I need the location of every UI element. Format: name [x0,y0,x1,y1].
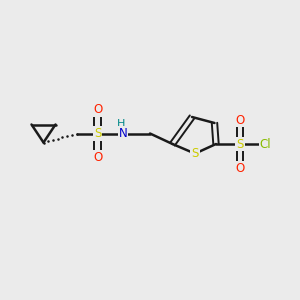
Text: S: S [191,147,199,160]
Text: S: S [236,137,244,151]
Text: N: N [118,127,127,140]
Text: Cl: Cl [260,137,271,151]
Text: S: S [94,127,101,140]
Text: O: O [236,113,244,127]
Text: O: O [93,151,102,164]
Text: H: H [117,119,126,129]
Text: O: O [93,103,102,116]
Text: O: O [236,161,244,175]
